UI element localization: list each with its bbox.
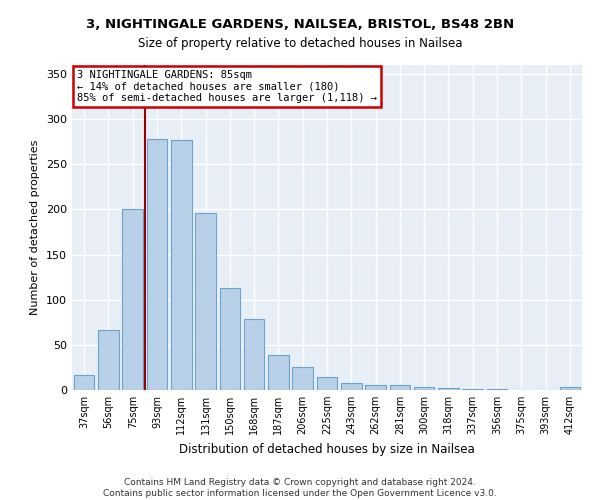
Bar xyxy=(171,140,191,390)
Bar xyxy=(414,388,434,390)
Text: Contains HM Land Registry data © Crown copyright and database right 2024.
Contai: Contains HM Land Registry data © Crown c… xyxy=(103,478,497,498)
Bar xyxy=(560,388,580,390)
Bar xyxy=(292,368,313,390)
X-axis label: Distribution of detached houses by size in Nailsea: Distribution of detached houses by size … xyxy=(179,442,475,456)
Bar xyxy=(317,378,337,390)
Bar xyxy=(365,384,386,390)
Bar xyxy=(220,288,240,390)
Bar xyxy=(195,213,216,390)
Bar xyxy=(146,139,167,390)
Bar xyxy=(341,383,362,390)
Bar xyxy=(122,210,143,390)
Bar xyxy=(244,318,265,390)
Text: 3, NIGHTINGALE GARDENS, NAILSEA, BRISTOL, BS48 2BN: 3, NIGHTINGALE GARDENS, NAILSEA, BRISTOL… xyxy=(86,18,514,30)
Bar xyxy=(98,330,119,390)
Bar xyxy=(487,389,508,390)
Bar xyxy=(438,388,459,390)
Bar xyxy=(268,355,289,390)
Bar xyxy=(389,384,410,390)
Y-axis label: Number of detached properties: Number of detached properties xyxy=(31,140,40,315)
Bar xyxy=(463,389,483,390)
Text: 3 NIGHTINGALE GARDENS: 85sqm
← 14% of detached houses are smaller (180)
85% of s: 3 NIGHTINGALE GARDENS: 85sqm ← 14% of de… xyxy=(77,70,377,103)
Bar xyxy=(74,374,94,390)
Text: Size of property relative to detached houses in Nailsea: Size of property relative to detached ho… xyxy=(138,38,462,51)
